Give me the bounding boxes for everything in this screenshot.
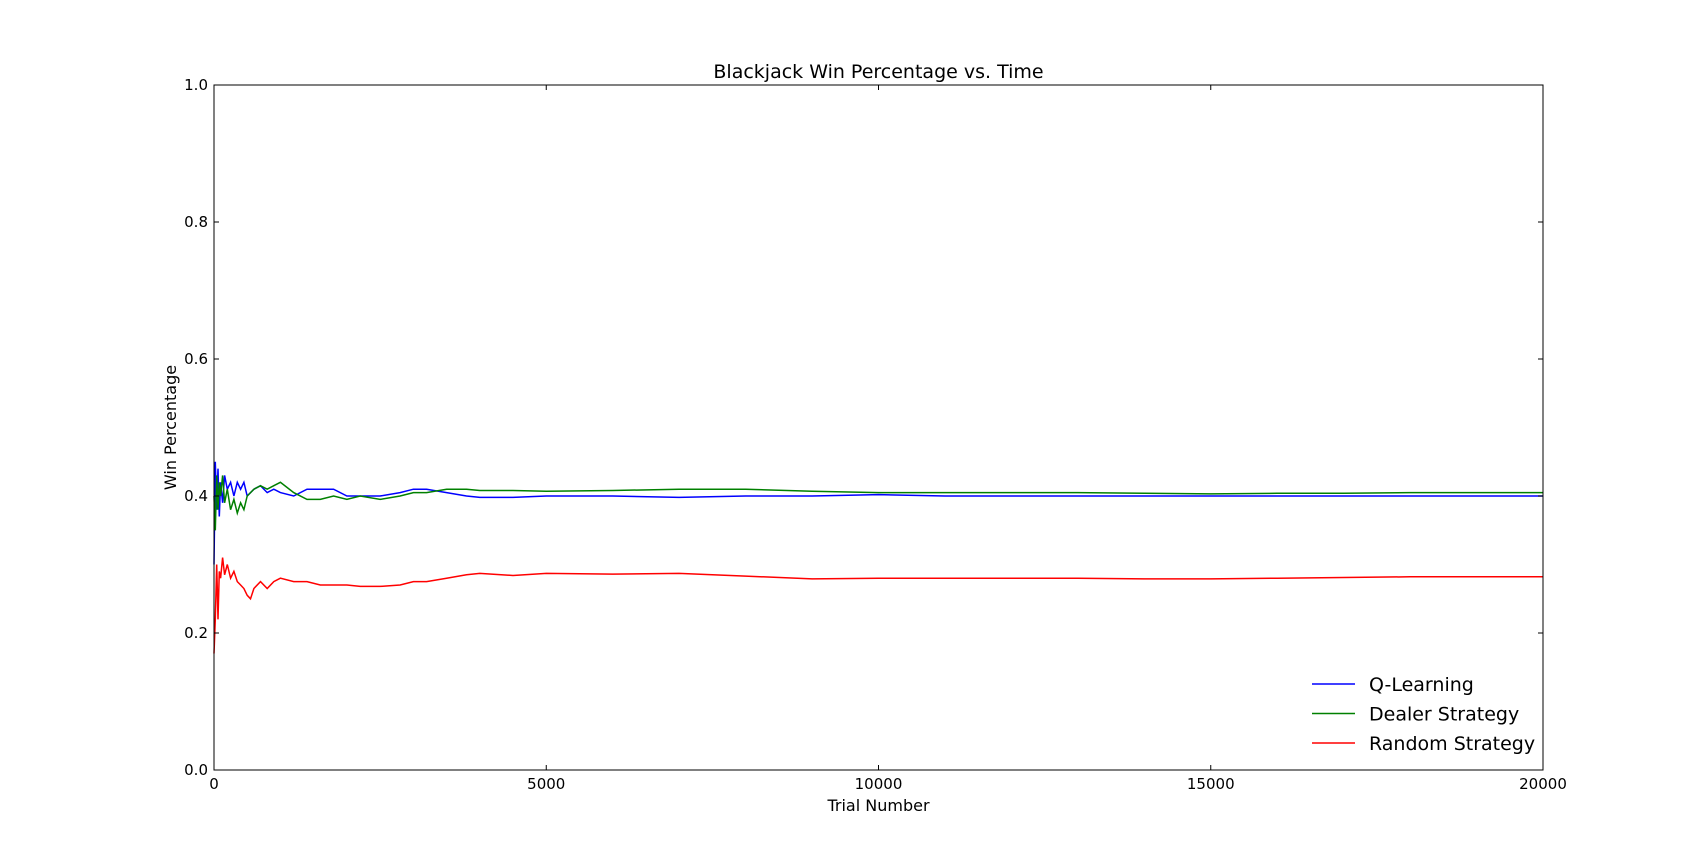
ticks-layer: 0 5000 10000 15000 20000 0.0 0.2 0.4 0.6 0.8 1.0 bbox=[184, 76, 1567, 793]
y-tick-label: 1.0 bbox=[184, 76, 208, 94]
y-tick-label: 0.2 bbox=[184, 624, 208, 642]
legend-label: Dealer Strategy bbox=[1369, 704, 1519, 726]
x-tick-label: 5000 bbox=[527, 775, 565, 793]
plot-frame bbox=[213, 84, 1544, 771]
y-tick-label: 0.4 bbox=[184, 487, 208, 505]
x-tick-label: 20000 bbox=[1519, 775, 1567, 793]
y-tick-label: 0.0 bbox=[184, 761, 208, 779]
legend: Q-Learning Dealer Strategy Random Strategy bbox=[1312, 674, 1535, 755]
series-line-q-learning bbox=[213, 461, 1543, 565]
x-tick-label: 15000 bbox=[1187, 775, 1235, 793]
chart-title: Blackjack Win Percentage vs. Time bbox=[713, 61, 1043, 83]
y-tick-label: 0.8 bbox=[184, 213, 208, 231]
series-layer bbox=[213, 461, 1543, 654]
legend-label: Random Strategy bbox=[1369, 733, 1535, 755]
x-tick-label: 0 bbox=[209, 775, 219, 793]
y-tick-label: 0.6 bbox=[184, 350, 208, 368]
x-tick-label: 10000 bbox=[855, 775, 903, 793]
series-line-random-strategy bbox=[213, 557, 1543, 654]
series-line-dealer-strategy bbox=[213, 475, 1543, 531]
y-axis-label: Win Percentage bbox=[161, 365, 180, 490]
legend-label: Q-Learning bbox=[1369, 674, 1474, 696]
x-axis-label: Trial Number bbox=[826, 796, 929, 815]
